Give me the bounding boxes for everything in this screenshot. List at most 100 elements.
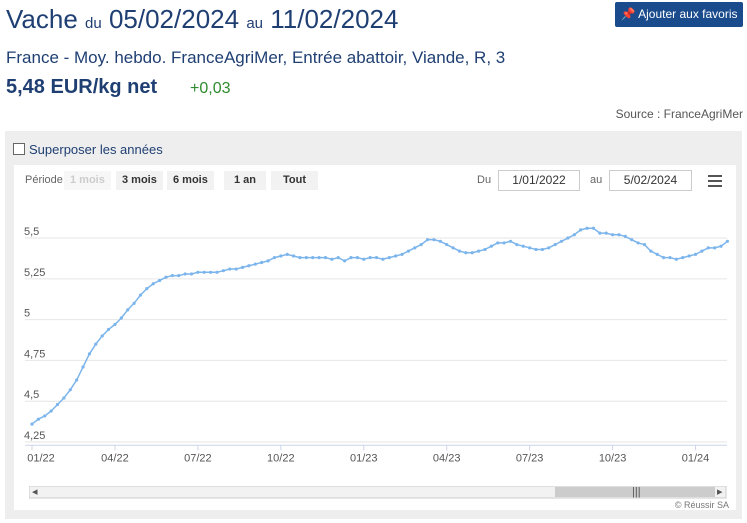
point — [138, 293, 143, 297]
x-tick-label: 10/23 — [599, 452, 627, 464]
point — [547, 246, 551, 250]
y-tick-label: 4,5 — [24, 389, 39, 401]
overlay-label[interactable]: Superposer les années — [29, 142, 163, 157]
point — [432, 238, 436, 242]
point — [700, 249, 704, 253]
price-line — [31, 227, 728, 425]
point — [113, 322, 117, 327]
point — [87, 352, 92, 356]
point — [413, 246, 417, 250]
point — [674, 257, 678, 261]
point — [100, 334, 104, 338]
period-button[interactable]: Tout — [271, 171, 319, 190]
from-date: 05/02/2024 — [108, 4, 240, 34]
point — [349, 256, 353, 260]
point — [279, 254, 283, 258]
to-label: au — [590, 174, 603, 186]
period-button[interactable]: 3 mois — [116, 171, 163, 190]
point — [496, 241, 500, 245]
point — [591, 226, 596, 230]
point — [323, 256, 328, 260]
point — [381, 257, 385, 261]
point — [400, 252, 404, 256]
point — [215, 270, 219, 274]
point — [579, 228, 583, 232]
from-label: Du — [477, 174, 492, 186]
point — [68, 388, 72, 392]
menu-button[interactable] — [708, 175, 723, 187]
point — [266, 259, 270, 263]
point — [406, 249, 411, 253]
point — [528, 246, 532, 250]
point — [170, 273, 174, 278]
to-input[interactable]: 5/02/2024 — [609, 170, 692, 191]
point — [521, 244, 525, 248]
point — [202, 270, 206, 274]
period-button[interactable]: 6 mois — [167, 171, 214, 190]
point — [234, 267, 238, 271]
title-row: Vache du 05/02/2024 au 11/02/2024 — [6, 4, 398, 35]
point — [438, 239, 442, 243]
scrollbar[interactable]: ||| ◂ ▸ — [29, 486, 727, 499]
point — [247, 264, 251, 268]
point — [566, 236, 570, 240]
point — [106, 327, 111, 332]
subtitle: France - Moy. hebdo. FranceAgriMer, Entr… — [6, 48, 506, 67]
point — [489, 244, 493, 248]
x-tick-label: 07/23 — [516, 452, 544, 464]
point — [62, 396, 66, 400]
point — [75, 378, 79, 382]
to-date: 11/02/2024 — [270, 4, 399, 34]
point — [585, 226, 589, 230]
point — [713, 246, 717, 250]
y-tick-label: 4,25 — [24, 430, 45, 442]
to-label: au — [246, 15, 264, 32]
checkbox[interactable] — [13, 143, 25, 155]
point — [693, 252, 698, 256]
point — [419, 242, 423, 247]
period-button[interactable]: 1 an — [224, 171, 267, 190]
point — [655, 252, 659, 256]
point — [36, 417, 40, 421]
point — [668, 256, 672, 260]
point — [451, 246, 455, 250]
point — [477, 249, 481, 253]
change: +0,03 — [190, 80, 231, 97]
point — [94, 342, 98, 346]
y-tick-label: 5 — [24, 308, 30, 320]
point — [228, 267, 232, 271]
x-tick-label: 04/23 — [433, 452, 461, 464]
chart-area — [14, 165, 736, 510]
favorite-button[interactable]: 📌 Ajouter aux favoris — [615, 2, 743, 27]
favorite-label: Ajouter aux favoris — [638, 7, 738, 21]
point — [483, 247, 487, 252]
source: Source : FranceAgriMer — [615, 107, 743, 121]
point — [502, 241, 506, 245]
point — [719, 244, 723, 248]
point — [725, 239, 730, 243]
chart: 4,25 4,5 4,75 5 5,25 5,5 01/22 04/22 07/22 10/22 0… — [24, 226, 730, 464]
point — [540, 247, 545, 252]
point — [221, 269, 225, 273]
point — [508, 239, 513, 243]
point — [374, 256, 379, 260]
point — [49, 409, 53, 413]
y-tick-label: 4,75 — [24, 348, 45, 360]
point — [681, 256, 685, 260]
point — [189, 272, 194, 276]
point — [572, 233, 576, 237]
point — [158, 278, 162, 283]
point — [132, 301, 136, 305]
x-tick-label: 01/22 — [27, 452, 55, 464]
point — [642, 242, 647, 247]
point — [272, 256, 277, 260]
point — [151, 282, 155, 286]
point — [317, 256, 321, 260]
title: Vache — [6, 4, 78, 34]
point — [30, 422, 34, 426]
point — [260, 260, 264, 265]
point — [209, 270, 213, 274]
from-input[interactable]: 1/01/2022 — [498, 170, 580, 191]
point — [253, 262, 257, 266]
point — [610, 233, 615, 237]
